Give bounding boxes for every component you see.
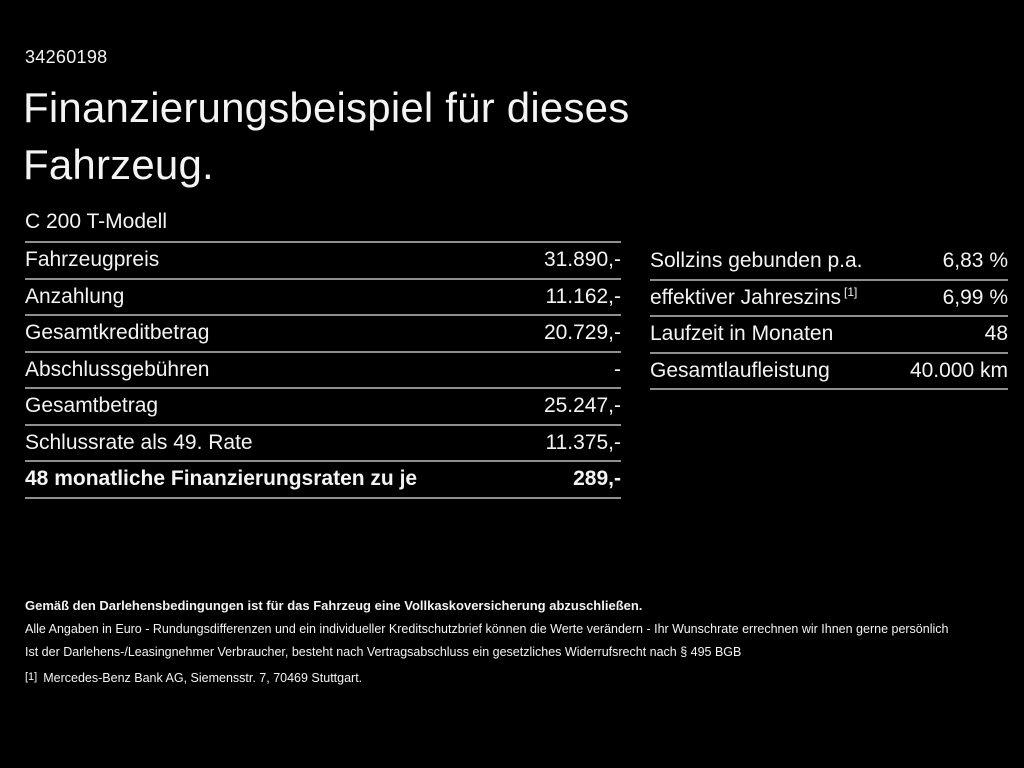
- euro-note: Alle Angaben in Euro - Rundungsdifferenz…: [25, 621, 949, 636]
- table-row: Anzahlung 11.162,-: [25, 280, 622, 316]
- row-value: 48: [984, 322, 1008, 346]
- row-value: -: [614, 357, 621, 381]
- page-title-line2: Fahrzeug.: [23, 141, 214, 188]
- row-value: 25.247,-: [543, 394, 621, 418]
- row-label: Laufzeit in Monaten: [650, 322, 834, 346]
- footnote-ref: [1]: [844, 284, 858, 299]
- table-row: effektiver Jahreszins [1] 6,99 %: [650, 281, 1008, 317]
- row-value: 40.000 km: [909, 358, 1008, 382]
- row-label: Sollzins gebunden p.a.: [650, 249, 863, 273]
- financing-table-rows: Fahrzeugpreis 31.890,- Anzahlung 11.162,- Ge…: [25, 243, 621, 499]
- row-label: Schlussrate als 49. Rate: [25, 430, 253, 454]
- financing-table: C 200 T-Modell Fahrzeugpreis 31.890,- Anza…: [25, 206, 621, 499]
- footnote-marker: [1]: [25, 670, 38, 683]
- row-label: Abschlussgebühren: [25, 357, 210, 381]
- insurance-note: Gemäß den Darlehensbedingungen ist für d…: [25, 598, 643, 613]
- vehicle-model: C 200 T-Modell: [25, 206, 621, 243]
- row-label: Gesamtkreditbetrag: [25, 321, 210, 345]
- row-value: 289,-: [573, 467, 621, 491]
- page-title: Finanzierungsbeispiel für dieses Fahrzeug…: [23, 79, 629, 193]
- table-row: Gesamtbetrag 25.247,-: [25, 389, 621, 426]
- table-row: Schlussrate als 49. Rate 11.375,-: [25, 426, 622, 462]
- row-label: Fahrzeugpreis: [25, 248, 160, 272]
- table-row: Fahrzeugpreis 31.890,-: [25, 243, 621, 280]
- row-label: Gesamtlaufleistung: [650, 358, 830, 382]
- conditions-table: Sollzins gebunden p.a. 6,83 % effektiver J…: [650, 244, 1008, 390]
- row-value: 11.375,-: [545, 430, 622, 454]
- row-label: Anzahlung: [25, 284, 125, 308]
- table-row: Gesamtlaufleistung 40.000 km: [650, 354, 1008, 390]
- table-row: Sollzins gebunden p.a. 6,83 %: [650, 244, 1008, 281]
- row-value: 6,99 %: [942, 285, 1008, 309]
- table-row: Gesamtkreditbetrag 20.729,-: [25, 316, 621, 353]
- conditions-table-rows: Sollzins gebunden p.a. 6,83 % effektiver J…: [650, 244, 1008, 390]
- withdrawal-note: Ist der Darlehens-/Leasingnehmer Verbrau…: [25, 645, 742, 659]
- row-label: 48 monatliche Finanzierungsraten zu je: [25, 467, 418, 491]
- row-value: 11.162,-: [545, 284, 622, 308]
- row-label: effektiver Jahreszins [1]: [650, 284, 858, 309]
- page-title-line1: Finanzierungsbeispiel für dieses: [23, 84, 630, 131]
- row-value: 6,83 %: [942, 249, 1008, 273]
- table-row: Abschlussgebühren -: [25, 353, 621, 389]
- row-label: Gesamtbetrag: [25, 394, 159, 418]
- row-value: 31.890,-: [543, 248, 621, 272]
- bank-footnote: [1] Mercedes-Benz Bank AG, Siemensstr. 7,…: [25, 666, 1020, 691]
- table-row: 48 monatliche Finanzierungsraten zu je 28…: [25, 462, 621, 499]
- offer-number: 34260198: [25, 47, 108, 67]
- table-row: Laufzeit in Monaten 48: [650, 317, 1008, 354]
- disclaimer-footer: Gemäß den Darlehensbedingungen ist für d…: [25, 594, 1020, 690]
- row-value: 20.729,-: [543, 321, 621, 345]
- footnote-text: Mercedes-Benz Bank AG, Siemensstr. 7, 70…: [43, 670, 363, 685]
